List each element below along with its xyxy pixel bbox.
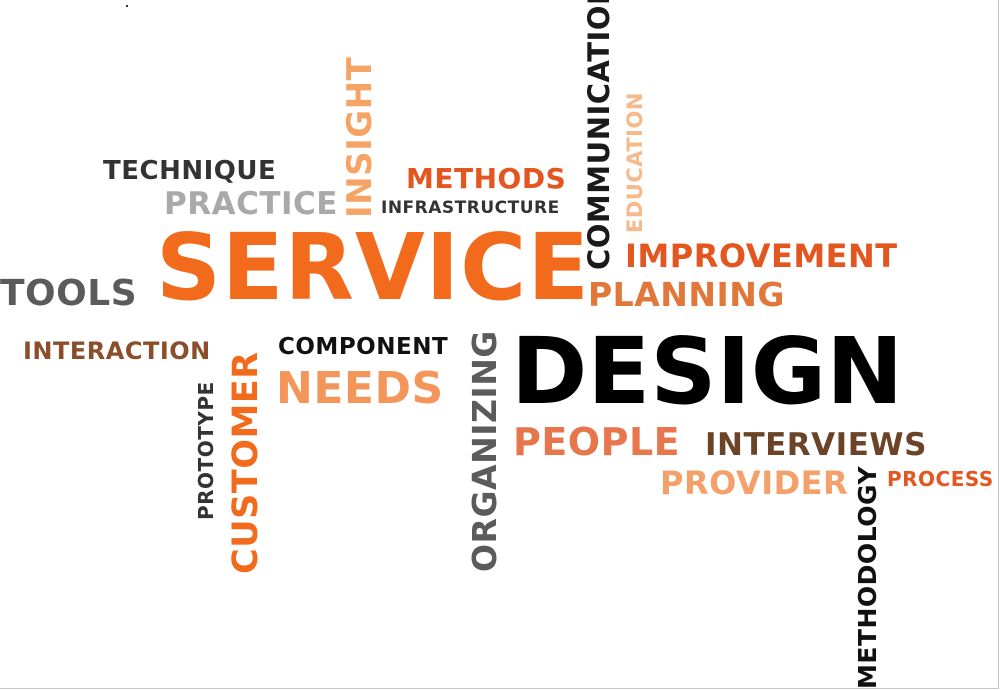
word-infrastructure: INFRASTRUCTURE: [381, 198, 560, 218]
word-methods: METHODS: [406, 162, 567, 195]
word-interviews: INTERVIEWS: [705, 427, 927, 463]
word-improvement: IMPROVEMENT: [625, 237, 898, 275]
word-provider: PROVIDER: [660, 464, 849, 502]
word-process: PROCESS: [887, 467, 994, 491]
word-organizing: ORGANIZING: [465, 330, 504, 572]
word-prototype: PROTOTYPE: [194, 381, 218, 520]
word-interaction: INTERACTION: [23, 337, 211, 365]
word-customer: CUSTOMER: [226, 351, 266, 574]
word-communication: COMMUNICATION: [582, 0, 616, 270]
word-technique: TECHNIQUE: [103, 156, 277, 186]
stray-dot: [126, 5, 128, 7]
word-practice: PRACTICE: [164, 186, 338, 222]
word-methodology: METHODOLOGY: [853, 465, 882, 689]
word-insight: INSIGHT: [340, 56, 380, 218]
word-needs: NEEDS: [276, 363, 444, 414]
word-component: COMPONENT: [278, 334, 449, 360]
word-planning: PLANNING: [588, 275, 785, 314]
word-design: DESIGN: [511, 318, 904, 425]
word-service: SERVICE: [156, 214, 590, 321]
word-education: EDUCATION: [623, 92, 647, 233]
word-tools: TOOLS: [0, 273, 138, 314]
word-people: PEOPLE: [513, 420, 681, 464]
